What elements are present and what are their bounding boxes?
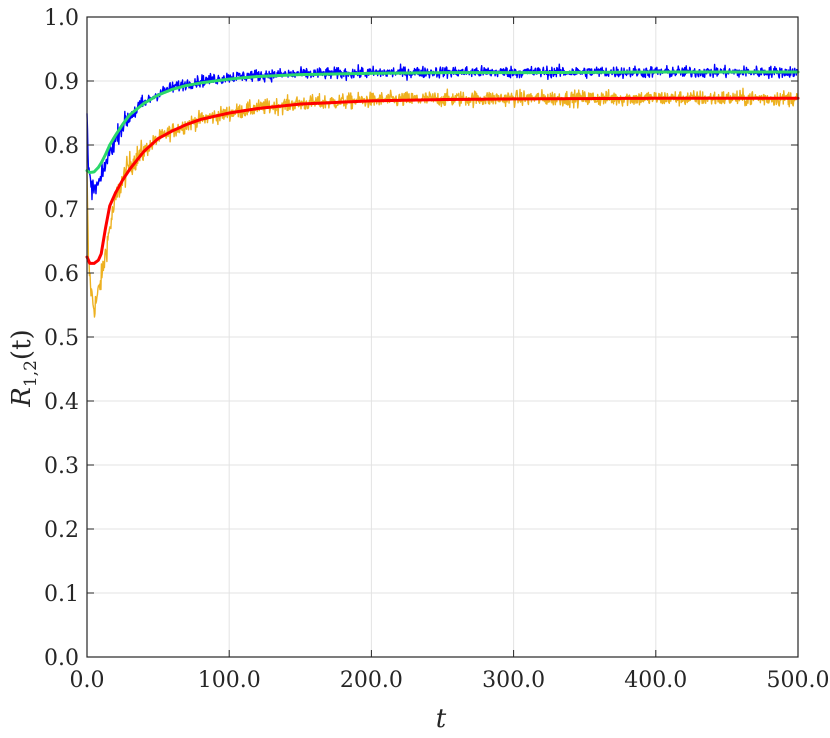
tick-labels: 0.0 100.0 200.0 300.0 400.0 500.0 0.0 0.1 0.2 0.3… [44,6,829,693]
y-axis-label-arg: (t) [7,329,37,360]
y-axis-label: R1,2(t) [7,329,41,407]
x-tick-label: 0.0 [70,668,105,693]
series-line-smooth-3 [85,70,800,175]
grid [86,16,799,658]
x-tick-label: 500.0 [767,668,830,693]
y-tick-label: 0.3 [44,454,79,479]
y-axis-label-main: R [7,387,37,408]
y-tick-label: 0.8 [44,134,79,159]
x-axis-label: t [436,704,447,734]
svg-text:R1,2(t): R1,2(t) [7,329,41,407]
x-tick-label: 200.0 [340,668,403,693]
x-tick-label: 100.0 [198,668,261,693]
y-tick-label: 0.6 [44,262,79,287]
y-tick-label: 1.0 [44,6,79,31]
x-tick-label: 300.0 [482,668,545,693]
ticks [86,16,799,658]
y-tick-label: 0.5 [44,326,79,351]
y-tick-label: 0.9 [44,70,79,95]
y-tick-label: 0.2 [44,518,79,543]
series-line-smooth-2 [85,96,800,265]
y-tick-label: 0.4 [44,390,79,415]
series-layer [85,63,800,318]
y-axis-label-sub: 1,2 [21,360,41,387]
y-tick-label: 0.7 [44,198,79,223]
y-tick-label: 0.0 [44,646,79,671]
x-tick-label: 400.0 [624,668,687,693]
y-tick-label: 0.1 [44,582,79,607]
